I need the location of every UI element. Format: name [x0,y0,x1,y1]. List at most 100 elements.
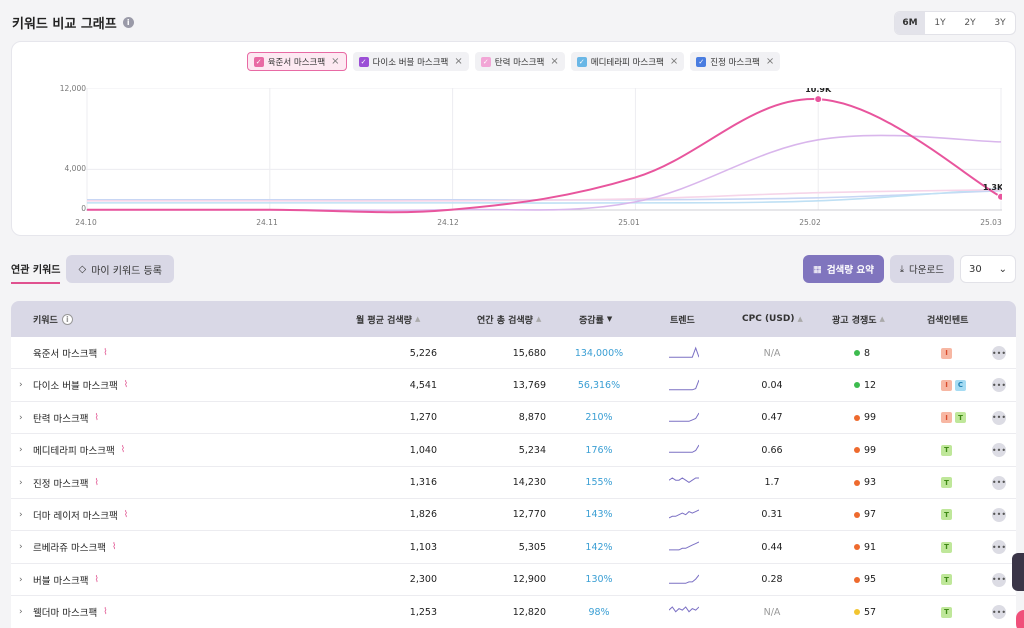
trend-chart-icon[interactable]: ⌇ [123,380,129,391]
table-row[interactable]: › 버블 마스크팩 ⌇ 2,300 12,900 130% 0.28 95 T … [11,563,1016,597]
table-header: 키워드 i 월 평균 검색량 ▲ 연간 총 검색량 ▲ 증감률 ▼ 트렌드 CPC (… [11,301,1016,337]
period-6m-button[interactable]: 6M [895,12,925,34]
header-keyword[interactable]: 키워드 i [33,301,73,337]
row-menu: ••• [992,499,1006,531]
checkbox-icon[interactable]: ✓ [480,56,491,67]
x-tick-label: 25.03 [980,218,1002,227]
period-3y-button[interactable]: 3Y [994,18,1006,28]
close-icon[interactable]: × [331,56,340,67]
trend-chart-icon[interactable]: ⌇ [123,509,129,520]
legend-chip[interactable]: ✓ 진정 마스크팩 × [690,52,781,71]
download-button[interactable]: ⤓ 다운로드 [889,255,954,283]
data-point[interactable] [814,95,823,104]
more-icon[interactable]: ••• [992,540,1006,555]
growth-rate: 176% [585,444,613,456]
chevron-right-icon[interactable]: › [19,477,23,488]
keyword-label[interactable]: 육준서 마스크팩 [33,349,98,360]
header-monthly[interactable]: 월 평균 검색량 ▲ [356,315,421,326]
monthly-volume: 1,826 [409,509,437,521]
keyword-label[interactable]: 진정 마스크팩 [33,478,89,490]
more-icon[interactable]: ••• [992,605,1006,620]
cpc-value: 0.44 [761,541,783,553]
keyword-label[interactable]: 더마 레이저 마스크팩 [33,510,118,522]
monthly-volume: 1,040 [409,444,437,456]
trend-chart-icon[interactable]: ⌇ [103,348,108,358]
chevron-right-icon[interactable]: › [19,412,23,423]
close-icon[interactable]: × [669,56,679,67]
competition-dot [854,609,860,616]
chevron-right-icon[interactable]: › [19,509,23,520]
close-icon[interactable]: × [550,56,559,67]
table-row[interactable]: › 르베라쥬 마스크팩 ⌇ 1,103 5,305 142% 0.44 91 T… [11,531,1016,564]
period-1y-button[interactable]: 1Y [934,18,946,28]
close-icon[interactable]: × [765,56,775,67]
table-row[interactable]: › 진정 마스크팩 ⌇ 1,316 14,230 155% 1.7 93 T •… [11,466,1016,499]
close-icon[interactable]: × [454,56,463,67]
side-panel-toggle[interactable] [1012,553,1024,591]
legend-chip[interactable]: ✓ 다이소 버블 마스크팩 × [352,52,469,71]
chevron-right-icon[interactable]: › [19,380,23,391]
rows-per-page-select[interactable]: 30 ⌄ [960,255,1016,283]
more-icon[interactable]: ••• [992,572,1006,587]
keyword-label[interactable]: 메디테라피 마스크팩 [33,446,115,458]
trend-chart-icon[interactable]: ⌇ [94,574,99,585]
trend-chart-icon[interactable]: ⌇ [111,542,117,553]
keyword-label[interactable]: 버블 마스크팩 [33,575,89,587]
table-row[interactable]: 육준서 마스크팩 ⌇ 5,226 15,680 134,000% N/A 8 I… [11,337,1016,370]
my-keyword-button[interactable]: ◇ 마이 키워드 등록 [66,255,174,283]
chevron-right-icon[interactable]: › [19,607,23,618]
competition-dot [854,382,860,389]
trend-chart-icon[interactable]: ⌇ [103,607,108,618]
trend-chart-icon[interactable]: ⌇ [94,477,99,488]
legend-chip[interactable]: ✓ 육준서 마스크팩 × [246,52,347,71]
more-icon[interactable]: ••• [992,378,1006,393]
period-2y-button[interactable]: 2Y [964,18,976,28]
monthly-volume: 1,253 [409,606,437,618]
header-competition[interactable]: 광고 경쟁도 ▲ [832,315,885,326]
legend-chip[interactable]: ✓ 탄력 마스크팩 × [474,52,565,71]
header-yearly[interactable]: 연간 총 검색량 ▲ [477,315,542,326]
download-icon: ⤓ [899,263,905,275]
checkbox-icon[interactable]: ✓ [358,56,369,67]
table-row[interactable]: › 메디테라피 마스크팩 ⌇ 1,040 5,234 176% 0.66 99 … [11,434,1016,467]
keyword-label[interactable]: 다이소 버블 마스크팩 [33,381,118,393]
checkbox-icon[interactable]: ✓ [253,56,264,67]
keyword-label[interactable]: 웰더마 마스크팩 [33,608,98,620]
info-icon[interactable]: i [122,17,134,28]
table-row[interactable]: › 웰더마 마스크팩 ⌇ 1,253 12,820 98% N/A 57 T •… [11,596,1016,628]
more-icon[interactable]: ••• [992,507,1006,522]
checkbox-icon[interactable]: ✓ [696,56,707,67]
legend-chip[interactable]: ✓ 메디테라피 마스크팩 × [570,52,685,71]
yearly-volume: 12,820 [512,606,546,618]
tab-related-keywords[interactable]: 연관 키워드 [11,255,61,284]
search-summary-button[interactable]: ▦ 검색량 요약 [802,255,884,283]
x-tick-label: 25.02 [799,218,821,227]
cpc-value: 0.31 [761,509,783,521]
more-icon[interactable]: ••• [992,475,1006,490]
more-icon[interactable]: ••• [992,410,1006,425]
floating-action-button[interactable] [1016,610,1024,628]
keyword-cell: › 웰더마 마스크팩 ⌇ [19,596,108,628]
keyword-cell: › 탄력 마스크팩 ⌇ [19,402,99,434]
keyword-label[interactable]: 탄력 마스크팩 [33,413,89,425]
intent-cell: T [941,434,955,466]
trend-chart-icon[interactable]: ⌇ [94,412,99,423]
info-icon[interactable]: i [61,313,73,325]
table-row[interactable]: › 더마 레이저 마스크팩 ⌇ 1,826 12,770 143% 0.31 9… [11,498,1016,532]
more-icon[interactable]: ••• [992,443,1006,458]
data-point[interactable] [997,192,1003,201]
intent-badge: T [955,412,966,424]
header-cpc[interactable]: CPC (USD) ▲ [742,314,803,324]
checkbox-icon[interactable]: ✓ [576,56,587,67]
chevron-right-icon[interactable]: › [19,574,23,585]
table-row[interactable]: › 다이소 버블 마스크팩 ⌇ 4,541 13,769 56,316% 0.0… [11,369,1016,402]
more-icon[interactable]: ••• [992,346,1006,360]
intent-cell: I [941,337,955,369]
chevron-right-icon[interactable]: › [19,542,23,553]
header-growth[interactable]: 증감률 ▼ [579,315,613,326]
trend-chart-icon[interactable]: ⌇ [120,445,126,456]
keyword-label[interactable]: 르베라쥬 마스크팩 [33,543,106,555]
chevron-right-icon[interactable]: › [19,445,23,456]
trend-sparkline [669,337,699,369]
